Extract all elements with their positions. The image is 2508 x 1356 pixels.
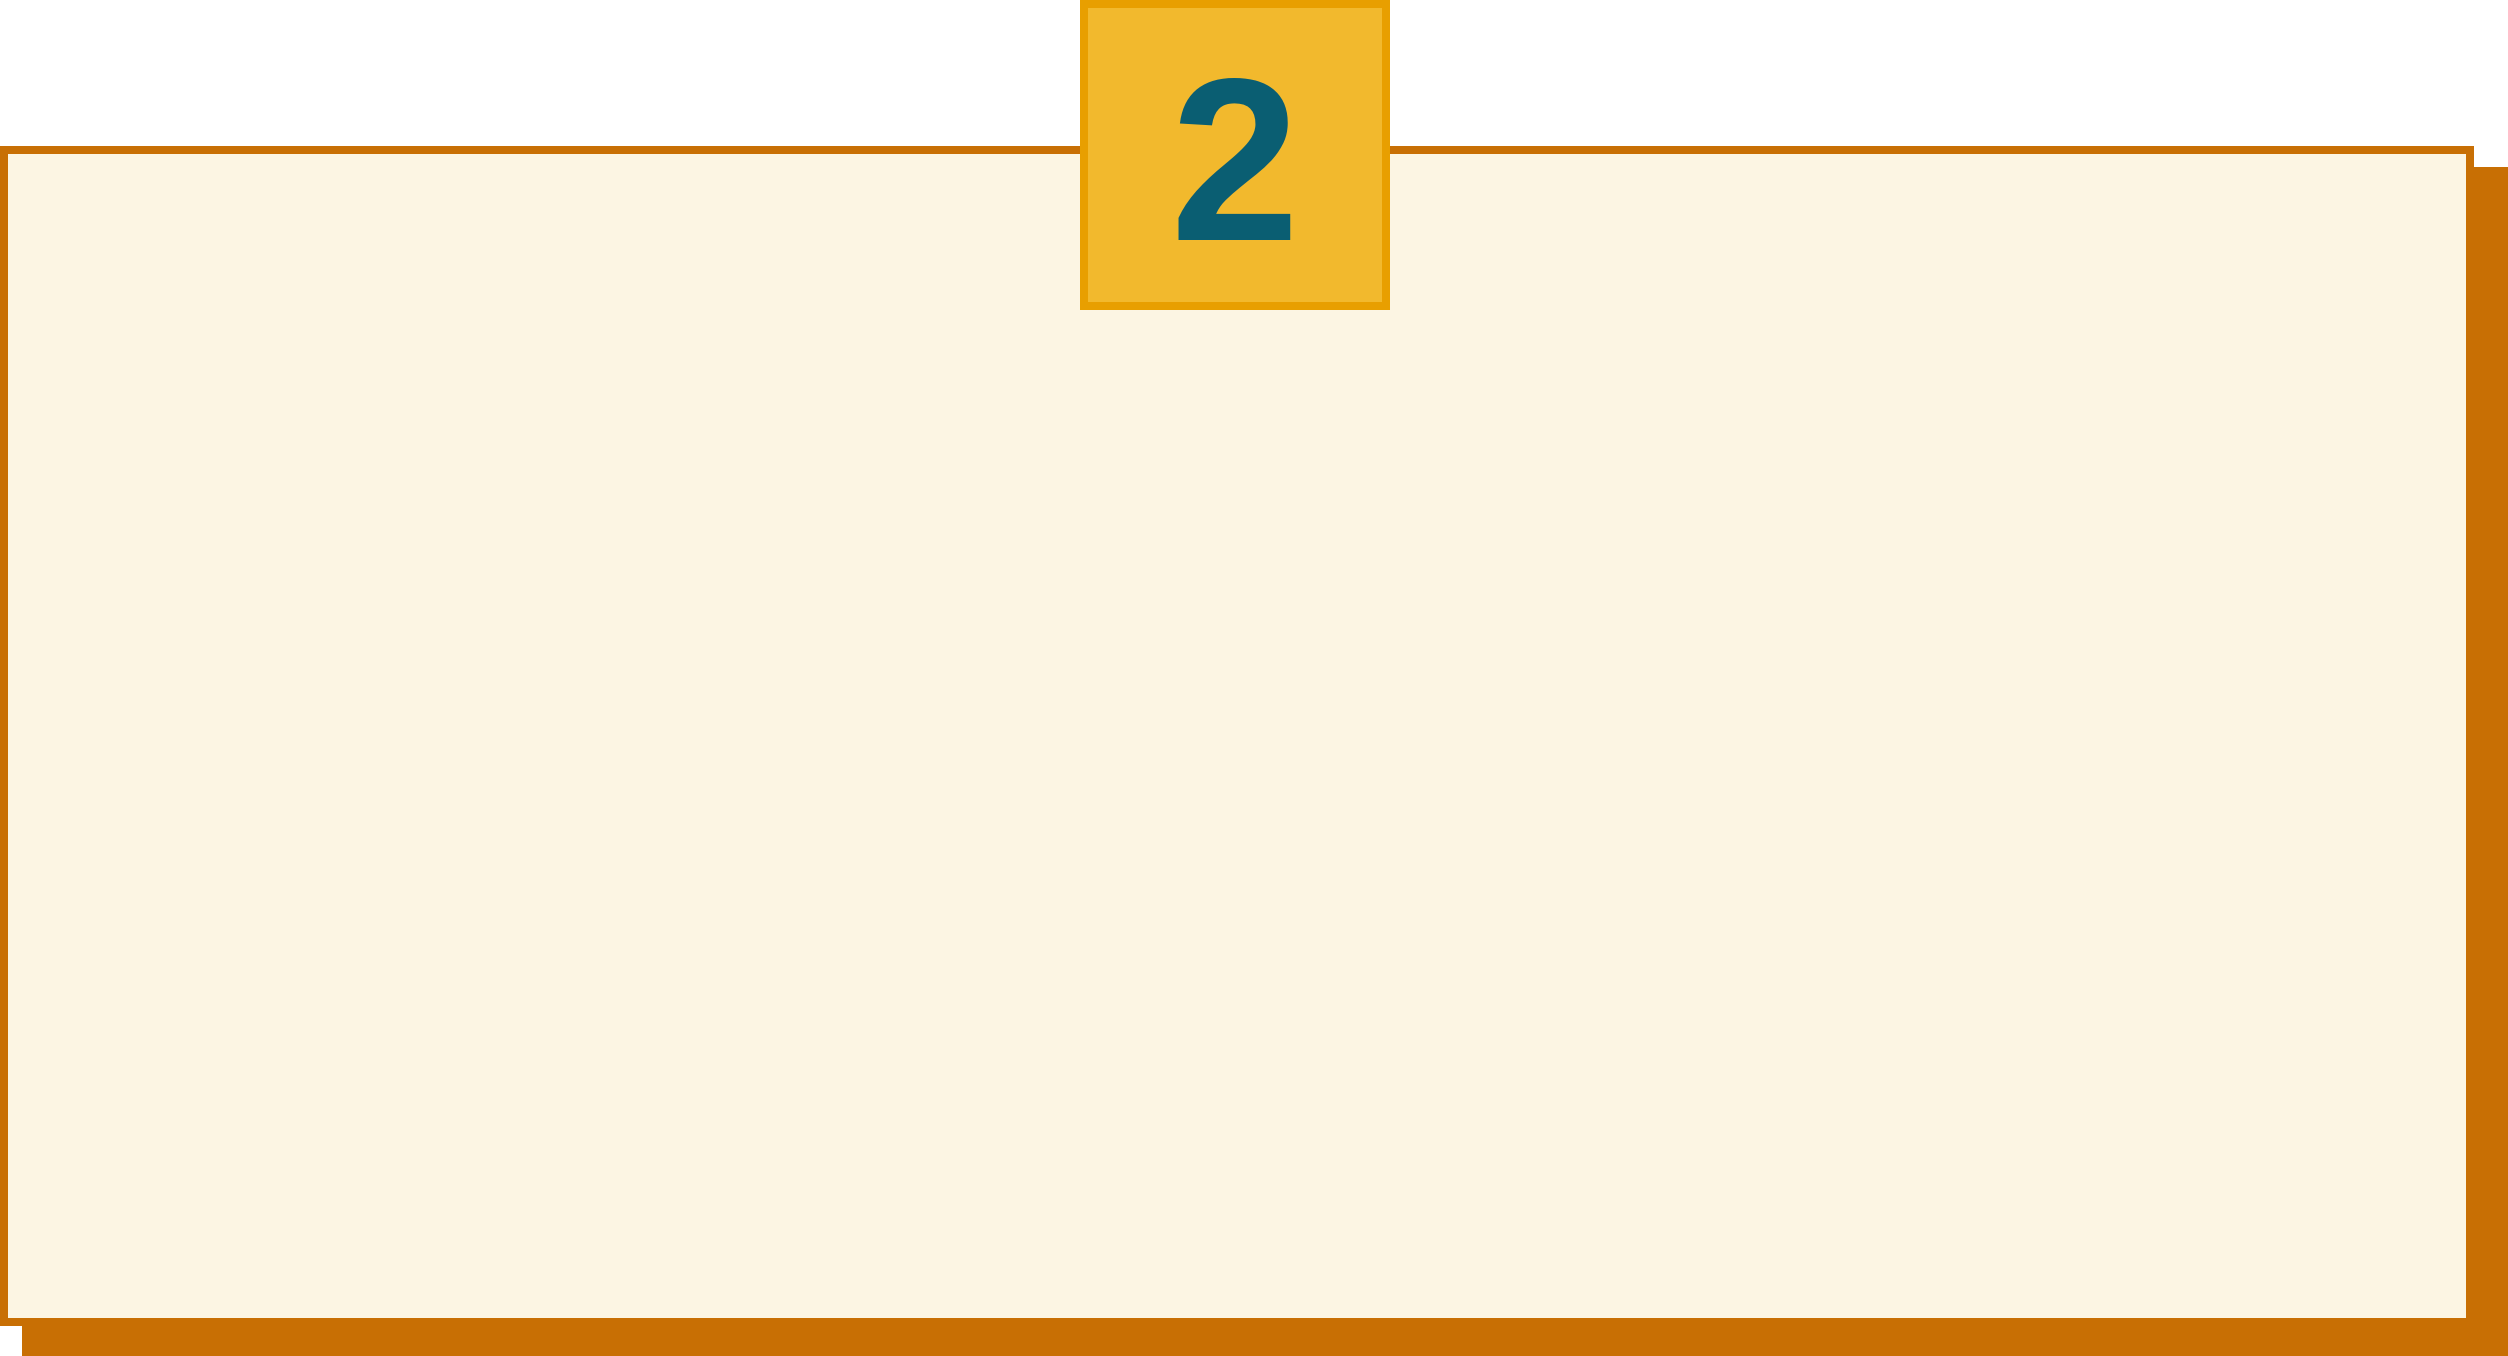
step-badge: 2 <box>1080 0 1390 310</box>
content-panel <box>0 146 2474 1326</box>
step-number: 2 <box>1170 31 1300 290</box>
